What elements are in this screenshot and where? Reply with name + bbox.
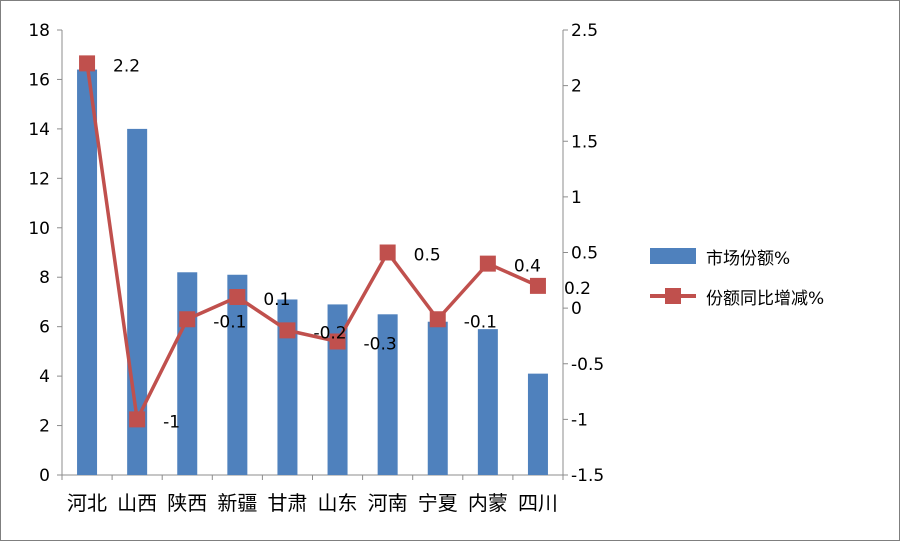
line-point bbox=[479, 255, 496, 272]
x-tick-label: 新疆 bbox=[217, 491, 257, 515]
y-left-tick-label: 18 bbox=[28, 21, 50, 41]
y-left-tick-label: 12 bbox=[28, 169, 50, 189]
line-point bbox=[229, 289, 246, 305]
legend-item-bar: 市场份额% bbox=[650, 236, 824, 276]
bar bbox=[427, 321, 448, 475]
y-right-tick-label: 2 bbox=[571, 77, 582, 97]
line-point bbox=[179, 311, 196, 328]
y-left-tick-label: 10 bbox=[28, 219, 50, 239]
data-label: -1 bbox=[163, 412, 180, 432]
y-right-tick-label: -1 bbox=[571, 410, 588, 430]
data-label: 2.2 bbox=[113, 56, 140, 76]
x-tick-label: 甘肃 bbox=[267, 491, 307, 515]
y-right-tick-label: -1.5 bbox=[571, 466, 604, 486]
y-right-tick-label: 0 bbox=[571, 299, 582, 319]
data-label: 0.4 bbox=[514, 257, 541, 277]
y-left-tick-label: 8 bbox=[39, 268, 50, 288]
data-label: 0.2 bbox=[564, 279, 591, 299]
bar bbox=[377, 314, 398, 475]
line-group bbox=[79, 55, 546, 428]
x-tick-label: 陕西 bbox=[167, 491, 207, 515]
line-point bbox=[529, 277, 546, 294]
line-point bbox=[129, 411, 146, 428]
bar bbox=[227, 274, 248, 475]
y-left-tick-label: 2 bbox=[39, 417, 50, 437]
legend-item-line: 份额同比增减% bbox=[650, 276, 824, 316]
data-labels-group: 2.2 -1 -0.1 0.1 -0.2 -0.3 0.5 -0.1 0.4 0.2 bbox=[113, 56, 591, 432]
y-left-tick-label: 6 bbox=[39, 318, 50, 338]
x-tick-label: 河南 bbox=[368, 491, 408, 515]
x-tick-label: 河北 bbox=[67, 491, 107, 515]
data-label: 0.5 bbox=[414, 246, 441, 266]
bar bbox=[277, 299, 298, 475]
data-label: -0.1 bbox=[213, 312, 246, 332]
y-left-tick-label: 4 bbox=[39, 367, 50, 387]
line-series bbox=[85, 63, 539, 422]
x-tick-label: 四川 bbox=[518, 491, 558, 515]
line-point bbox=[329, 333, 346, 350]
x-tick-label: 山东 bbox=[318, 491, 358, 515]
y-right-tick-label: -0.5 bbox=[571, 355, 604, 375]
x-tick-label: 内蒙 bbox=[468, 491, 508, 515]
bars-group bbox=[77, 69, 548, 476]
y-right-tick-label: 0.5 bbox=[571, 244, 598, 264]
data-label: -0.3 bbox=[364, 335, 397, 355]
axes-group: 024681012141618-1.5-1-0.500.511.522.5河北山… bbox=[28, 21, 604, 515]
legend: 市场份额% 份额同比增减% bbox=[650, 236, 824, 316]
legend-label-line: 份额同比增减% bbox=[706, 288, 825, 309]
bar bbox=[77, 69, 98, 476]
x-tick-label: 宁夏 bbox=[418, 491, 458, 515]
y-left-tick-label: 14 bbox=[28, 120, 50, 140]
bar bbox=[527, 373, 548, 475]
legend-swatch-line bbox=[650, 288, 696, 304]
y-right-tick-label: 1 bbox=[571, 188, 582, 208]
line-point bbox=[429, 311, 446, 328]
bar bbox=[477, 329, 498, 475]
line-point bbox=[379, 244, 396, 261]
line-point bbox=[79, 55, 96, 72]
y-left-tick-label: 16 bbox=[28, 70, 50, 90]
y-left-tick-label: 0 bbox=[39, 466, 50, 486]
line-point bbox=[279, 322, 296, 339]
legend-swatch-bar bbox=[650, 248, 696, 264]
data-label: 0.1 bbox=[263, 290, 290, 310]
x-tick-label: 山西 bbox=[117, 491, 157, 515]
y-right-tick-label: 1.5 bbox=[571, 132, 598, 152]
data-label: -0.2 bbox=[313, 323, 346, 343]
bar bbox=[177, 272, 198, 475]
data-label: -0.1 bbox=[464, 312, 497, 332]
y-right-tick-label: 2.5 bbox=[571, 21, 598, 41]
legend-label-bar: 市场份额% bbox=[706, 248, 791, 269]
